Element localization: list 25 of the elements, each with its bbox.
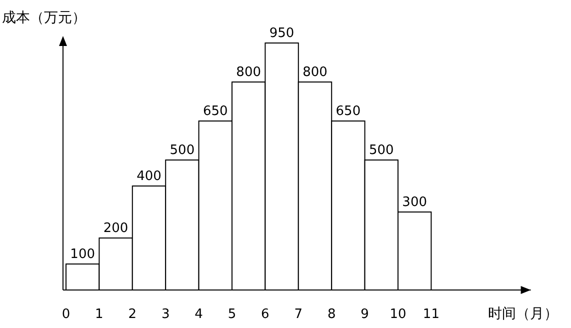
x-tick-label: 7: [294, 307, 303, 322]
data-label: 650: [202, 104, 228, 119]
data-label: 200: [103, 221, 128, 236]
x-tick-label: 4: [194, 307, 203, 322]
data-label: 650: [336, 104, 361, 119]
x-tick-label: 1: [95, 307, 104, 322]
data-label: 400: [136, 169, 162, 184]
y-axis-title: 成本（万元）: [2, 10, 86, 26]
data-label: 500: [170, 143, 195, 158]
data-label: 100: [70, 247, 96, 262]
x-tick-label: 5: [228, 307, 236, 322]
data-label: 950: [269, 26, 294, 41]
data-label: 500: [368, 143, 394, 158]
x-tick-label: 9: [360, 307, 369, 322]
x-tick-label: 11: [422, 307, 440, 322]
data-label: 800: [302, 65, 328, 80]
x-tick-label: 8: [327, 307, 336, 322]
x-axis-title: 时间（月）: [488, 306, 558, 322]
data-label: 300: [402, 195, 428, 210]
x-tick-label: 10: [390, 307, 406, 322]
x-tick-label: 6: [261, 307, 270, 322]
data-label: 800: [236, 65, 262, 80]
x-tick-label: 3: [161, 307, 170, 322]
x-tick-label: 0: [62, 307, 70, 322]
x-tick-label: 2: [128, 307, 137, 322]
